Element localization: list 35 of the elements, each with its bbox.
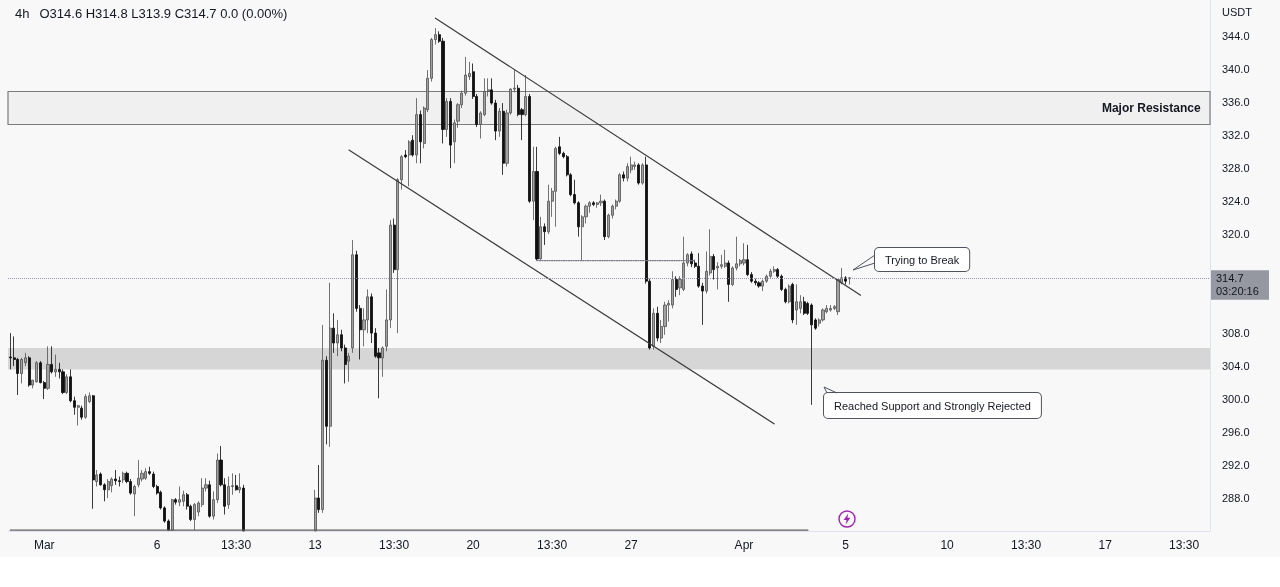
x-tick-label: 13:30: [1169, 538, 1200, 552]
y-tick-label: 300.0: [1222, 393, 1250, 406]
annotation: Trying to Break: [885, 253, 960, 266]
y-tick-label: 344.0: [1222, 30, 1250, 43]
y-tick-label: 332.0: [1222, 129, 1250, 142]
x-tick-label: 27: [624, 538, 639, 552]
y-tick-label: 292.0: [1222, 459, 1250, 472]
text: 4h: [15, 6, 30, 21]
y-tick-label: 288.0: [1222, 492, 1250, 505]
x-tick-label: 13:30: [379, 538, 410, 552]
band-label: Major Resistance: [1101, 101, 1201, 116]
y-tick-label: 324.0: [1222, 195, 1250, 208]
x-tick-label: Mar: [33, 538, 55, 552]
x-tick-label: 17: [1098, 538, 1113, 552]
x-tick-label: 5: [842, 538, 850, 552]
text: O314.6 H314.8 L313.9 C314.7 0.0 (0.00%): [39, 6, 288, 21]
x-tick-label: 20: [466, 538, 481, 552]
x-tick-label: 13:30: [1011, 538, 1042, 552]
y-tick-label: 328.0: [1222, 162, 1250, 175]
y-axis-title: USDT: [1222, 6, 1253, 18]
x-tick-label: 13:30: [221, 538, 252, 552]
x-tick-label: 13:30: [537, 538, 568, 552]
x-tick-label: 10: [940, 538, 955, 552]
y-tick-label: 336.0: [1222, 96, 1250, 109]
text: 03:20:16: [1216, 285, 1259, 298]
x-tick-label: 13: [308, 538, 323, 552]
y-tick-label: 340.0: [1222, 63, 1250, 76]
y-tick-label: 304.0: [1222, 360, 1250, 373]
ref-line-label: 314.7: [1216, 271, 1244, 284]
y-tick-label: 296.0: [1222, 426, 1250, 439]
annotation: Reached Support and Strongly Rejected: [834, 399, 1031, 412]
x-tick-label: 6: [153, 538, 161, 552]
y-tick-label: 308.0: [1222, 327, 1250, 340]
x-tick-label: Apr: [734, 538, 754, 552]
y-tick-label: 320.0: [1222, 228, 1250, 241]
